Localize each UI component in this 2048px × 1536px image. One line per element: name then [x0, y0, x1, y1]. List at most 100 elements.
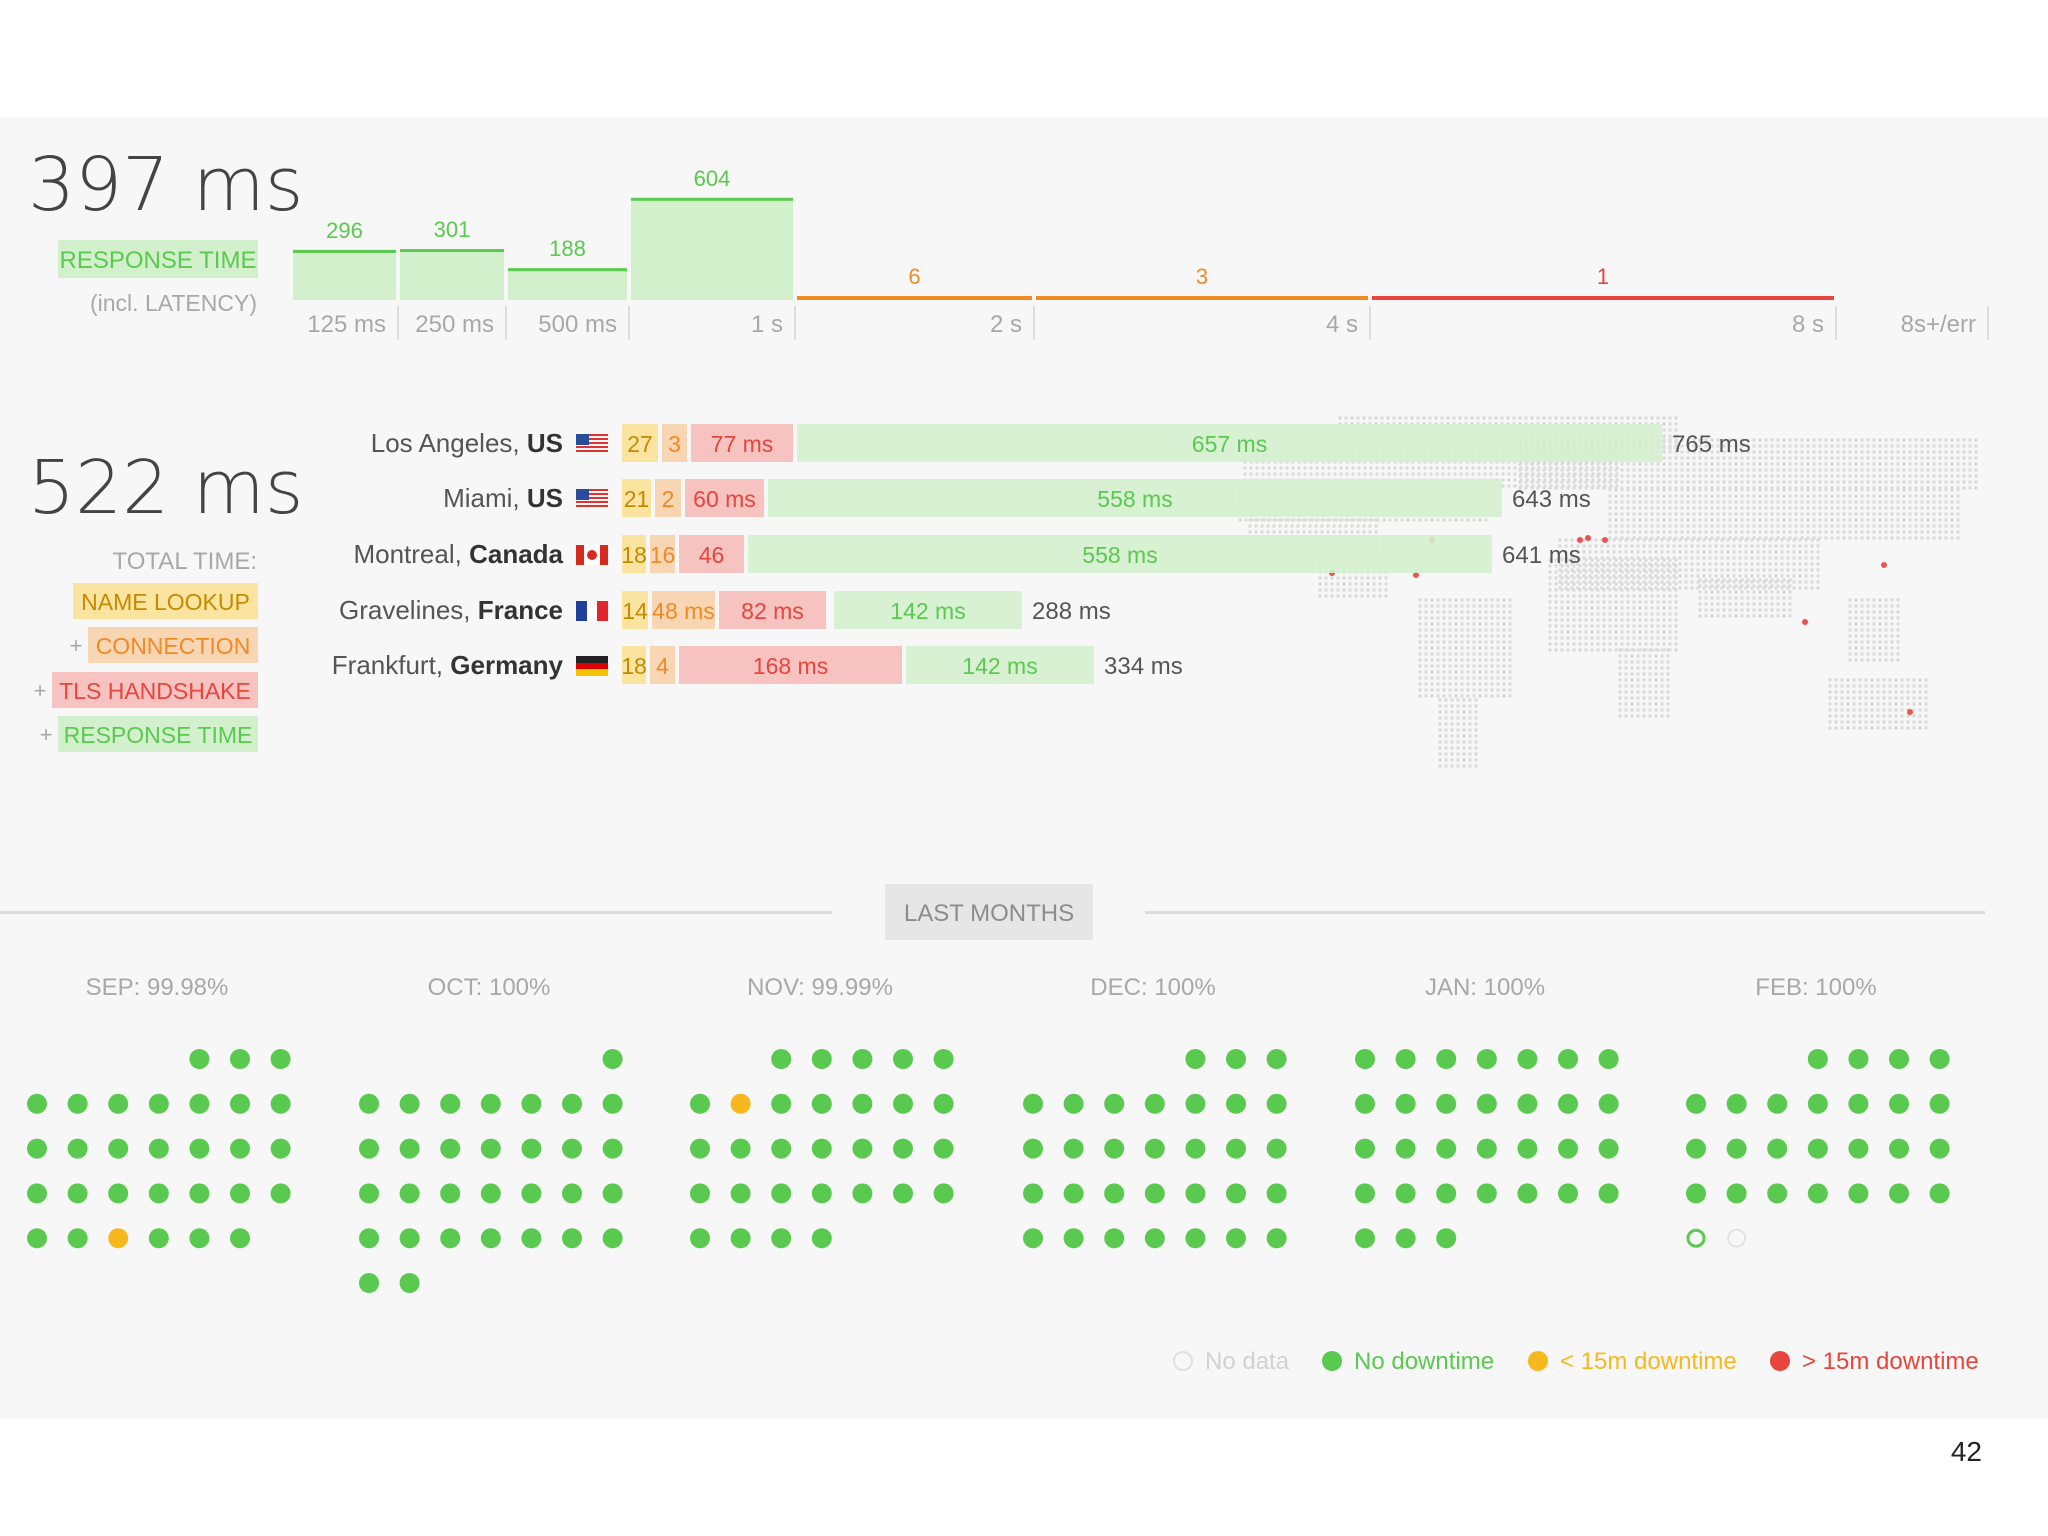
map-dot [1578, 612, 1582, 616]
map-dot [1590, 606, 1594, 610]
map-dot [1638, 618, 1642, 622]
map-dot [1454, 518, 1458, 522]
map-dot [1374, 518, 1378, 522]
map-dot [1674, 506, 1678, 510]
map-dot [1824, 536, 1828, 540]
map-dot [1734, 512, 1738, 516]
map-dot [1798, 562, 1802, 566]
map-dot [1620, 500, 1624, 504]
map-dot [1704, 500, 1708, 504]
map-location-marker [1413, 572, 1419, 578]
map-dot [1854, 652, 1858, 656]
map-dot [1614, 518, 1618, 522]
map-dot [1756, 574, 1760, 578]
map-dot [1918, 684, 1922, 688]
day-dot [1807, 1049, 1828, 1069]
map-dot [1608, 564, 1612, 568]
map-dot [1746, 474, 1750, 478]
map-dot [1678, 574, 1682, 578]
map-dot [1804, 568, 1808, 572]
map-dot [1674, 570, 1678, 574]
map-dot [1752, 500, 1756, 504]
map-dot [1918, 702, 1922, 706]
map-dot [1728, 596, 1732, 600]
map-dot [1746, 512, 1750, 516]
month-jan: JAN: 100% [1355, 974, 1619, 1249]
map-dot [1702, 544, 1706, 548]
map-dot [1854, 500, 1858, 504]
map-dot [1632, 512, 1636, 516]
map-dot [1872, 640, 1876, 644]
map-dot [1872, 438, 1876, 442]
map-dot [1644, 576, 1648, 580]
map-dot [1732, 538, 1736, 542]
map-dot [1638, 630, 1642, 634]
map-dot [1740, 438, 1744, 442]
map-dot [1798, 580, 1802, 584]
map-dot [1782, 596, 1786, 600]
map-dot [1430, 610, 1434, 614]
map-dot [1436, 616, 1440, 620]
map-dot [1710, 602, 1714, 606]
map-dot [1490, 688, 1494, 692]
map-dot [1704, 584, 1708, 588]
map-dot [1596, 480, 1600, 484]
map-dot [1560, 636, 1564, 640]
day-dot [1686, 1183, 1706, 1204]
map-dot [1728, 468, 1732, 472]
map-dot [1662, 588, 1666, 592]
map-dot [1626, 588, 1630, 592]
map-location-marker [1585, 535, 1591, 541]
map-dot [1460, 652, 1464, 656]
map-dot [1654, 666, 1658, 670]
map-dot [1560, 416, 1564, 420]
map-dot [1548, 630, 1552, 634]
map-dot [1770, 494, 1774, 498]
map-dot [1774, 538, 1778, 542]
map-dot [1339, 472, 1343, 476]
map-dot [1459, 472, 1463, 476]
map-dot [1626, 474, 1630, 478]
map-dot [1770, 524, 1774, 528]
map-dot [1870, 714, 1874, 718]
map-dot [1698, 614, 1702, 618]
map-dot [1472, 634, 1476, 638]
map-dot [1846, 726, 1850, 730]
map-dot [1914, 444, 1918, 448]
map-dot [1770, 488, 1774, 492]
map-dot [1956, 524, 1960, 528]
map-dot [1866, 468, 1870, 472]
map-dot [1578, 486, 1582, 490]
map-dot [1722, 584, 1726, 588]
map-dot [1866, 598, 1870, 602]
day-dot [1226, 1093, 1246, 1114]
map-dot [1776, 450, 1780, 454]
map-dot [1764, 480, 1768, 484]
map-dot [1782, 590, 1786, 594]
map-dot [1272, 524, 1276, 528]
map-dot [1502, 646, 1506, 650]
map-dot [1309, 466, 1313, 470]
map-dot [1648, 660, 1652, 664]
map-dot [1554, 480, 1558, 484]
day-dot [1266, 1183, 1287, 1204]
map-dot [1716, 488, 1720, 492]
map-dot [1894, 684, 1898, 688]
map-dot [1620, 488, 1624, 492]
map-dot [1596, 588, 1600, 592]
map-dot [1576, 550, 1580, 554]
day-dot [270, 1093, 291, 1114]
map-dot [1620, 416, 1624, 420]
map-dot [1650, 588, 1654, 592]
map-dot [1752, 596, 1756, 600]
map-dot [1344, 416, 1348, 420]
location-row-los-angeles: Los Angeles, US 27 3 77 ms 657 ms 765 ms [371, 424, 1751, 462]
month-label: NOV: 99.99% [747, 974, 893, 1001]
map-dot [1632, 606, 1636, 610]
map-dot [1860, 628, 1864, 632]
map-dot [1846, 702, 1850, 706]
last-months-button[interactable] [885, 884, 1093, 940]
latency-note: (incl. LATENCY) [90, 290, 257, 316]
map-dot [1600, 544, 1604, 548]
map-dot [1842, 462, 1846, 466]
